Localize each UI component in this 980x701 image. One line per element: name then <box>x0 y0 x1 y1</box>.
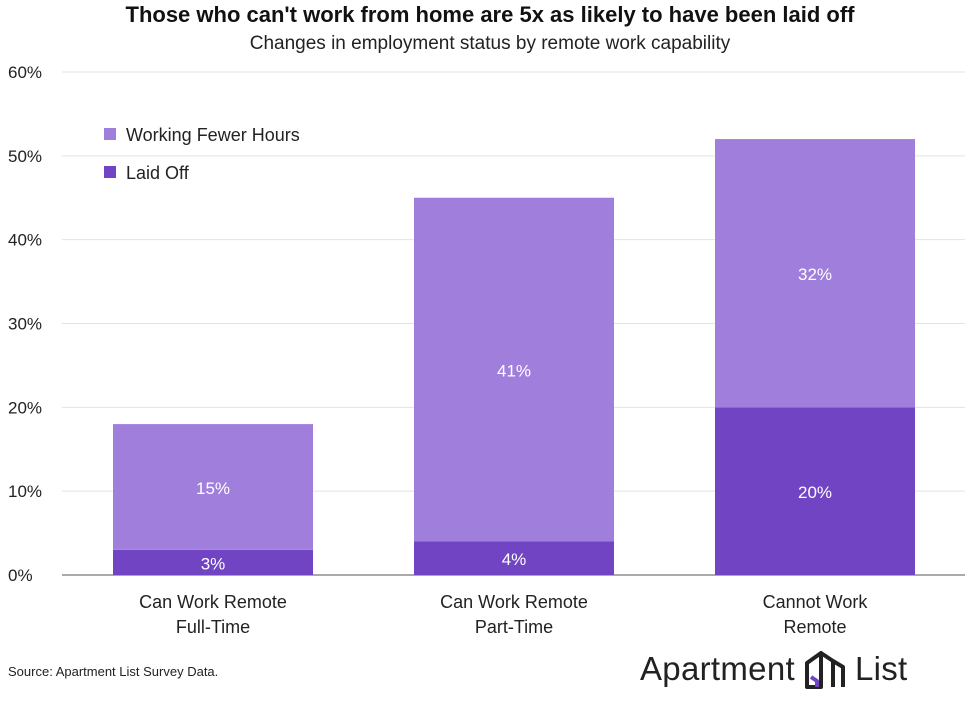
y-tick-label: 20% <box>8 398 42 417</box>
data-label: 4% <box>502 550 527 569</box>
data-label: 15% <box>196 479 230 498</box>
bar-segment <box>715 407 915 575</box>
x-category-label: Can Work Remote <box>440 592 588 612</box>
logo-word-apartment: Apartment <box>640 650 795 687</box>
data-label: 20% <box>798 483 832 502</box>
y-tick-label: 30% <box>8 315 42 334</box>
bar-segment <box>113 424 313 550</box>
legend-swatch <box>104 166 116 178</box>
apartment-list-logo: Apartment List <box>640 645 908 693</box>
x-category-label: Cannot Work <box>763 592 869 612</box>
legend-label: Laid Off <box>126 163 190 183</box>
building-logo-icon <box>804 651 845 689</box>
bar-segment <box>414 197 614 542</box>
source-note: Source: Apartment List Survey Data. <box>8 664 219 679</box>
chart-title: Those who can't work from home are 5x as… <box>125 2 855 27</box>
y-tick-label: 0% <box>8 566 33 585</box>
chart-subtitle: Changes in employment status by remote w… <box>249 33 731 54</box>
y-tick-label: 10% <box>8 482 42 501</box>
x-category-label: Remote <box>783 617 846 637</box>
data-label: 3% <box>201 554 226 573</box>
x-category-label: Part-Time <box>475 617 553 637</box>
bar-segment <box>715 139 915 408</box>
y-tick-label: 40% <box>8 231 42 250</box>
logo-word-list: List <box>854 650 908 687</box>
data-label: 41% <box>497 362 531 381</box>
data-label: 32% <box>798 265 832 284</box>
y-tick-label: 50% <box>8 147 42 166</box>
y-tick-label: 60% <box>8 63 42 82</box>
bar-segment <box>414 541 614 575</box>
bar-segment <box>113 549 313 575</box>
legend-label: Working Fewer Hours <box>126 125 300 145</box>
x-category-label: Full-Time <box>176 617 250 637</box>
legend-swatch <box>104 128 116 140</box>
x-category-label: Can Work Remote <box>139 592 287 612</box>
